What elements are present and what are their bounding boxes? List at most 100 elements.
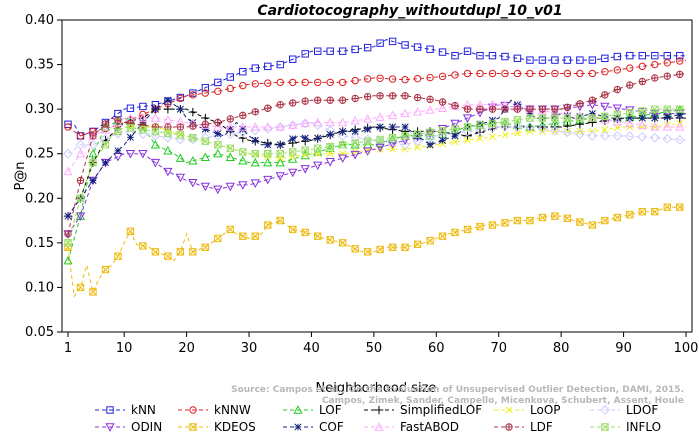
data-point-ldf (588, 96, 597, 104)
data-point-loop (326, 150, 334, 158)
data-point-fastabod (675, 122, 685, 131)
data-point-inflo (526, 114, 534, 122)
data-point-kdeos (413, 240, 422, 249)
data-point-kdeos (363, 248, 372, 256)
data-point-odin (425, 129, 435, 139)
legend-item-odin: ODIN (95, 420, 162, 434)
y-tick-label: 0.25 (25, 147, 54, 162)
data-point-knn (326, 47, 334, 55)
legend-label: kNN (131, 403, 156, 417)
data-point-cof (64, 212, 72, 220)
data-point-odin (75, 212, 86, 221)
data-point-cof (576, 113, 584, 121)
y-tick-label: 0.10 (25, 280, 54, 295)
data-point-fastabod (387, 110, 398, 120)
data-point-loop (451, 138, 459, 146)
data-point-knn (351, 45, 359, 54)
data-point-cof (414, 132, 422, 140)
data-point-kdeos (563, 214, 572, 223)
data-point-odin (250, 179, 260, 188)
data-point-loop (551, 127, 559, 135)
data-point-ldf (551, 105, 559, 113)
data-point-fastabod (537, 106, 548, 115)
data-point-ldf (426, 95, 434, 104)
data-point-knn (413, 43, 422, 51)
legend-item-cof: COF (283, 420, 344, 434)
data-point-fastabod (150, 113, 161, 122)
data-point-inflo (638, 107, 647, 115)
data-point-inflo (601, 112, 609, 120)
data-point-kdeos (538, 213, 547, 222)
data-point-lof (150, 139, 161, 149)
data-point-cof (351, 127, 359, 135)
legend-marker-simplifiedlof (374, 405, 384, 415)
series-inflo (64, 105, 686, 247)
data-point-ldf (326, 96, 334, 104)
data-point-cof (513, 101, 522, 109)
data-point-knnw (326, 78, 334, 87)
data-point-inflo (451, 125, 459, 133)
legend-marker-lof (293, 405, 303, 414)
legend-label: LDOF (626, 403, 658, 417)
data-point-inflo (613, 110, 622, 119)
data-point-knnw (438, 72, 447, 81)
data-point-knnw (613, 66, 622, 74)
y-tick-label: 0.30 (25, 102, 54, 117)
data-point-knn (526, 56, 534, 64)
data-point-inflo (388, 133, 397, 142)
data-point-ldof (587, 130, 598, 141)
data-point-cof (638, 114, 646, 122)
data-point-inflo (226, 144, 235, 153)
data-point-ldf (388, 92, 397, 100)
data-point-loop (476, 135, 484, 143)
data-point-kdeos (576, 218, 584, 226)
series-line-ldf (67, 73, 687, 235)
data-point-inflo (301, 146, 309, 154)
series-fastabod (63, 99, 686, 176)
data-point-ldof (537, 123, 548, 134)
legend-item-inflo: INFLO (590, 420, 661, 434)
data-point-cof (376, 123, 384, 131)
data-point-knn (289, 55, 297, 63)
data-point-odin (650, 109, 660, 119)
data-point-knnw (476, 69, 484, 78)
data-point-kdeos (601, 216, 609, 225)
data-point-knn (588, 56, 597, 64)
data-point-odin (150, 158, 161, 168)
data-point-ldof (88, 139, 98, 150)
plot-area (61, 19, 693, 333)
data-point-odin (450, 119, 460, 129)
data-point-cof (426, 141, 434, 149)
data-point-ldf (226, 115, 235, 123)
data-point-fastabod (213, 122, 223, 131)
data-point-ldof (63, 148, 73, 159)
x-tick-label: 50 (366, 341, 383, 356)
data-point-cof (151, 105, 159, 113)
data-point-odin (362, 147, 373, 156)
data-point-loop (414, 143, 422, 152)
data-point-kdeos (264, 221, 272, 229)
data-point-knn (451, 51, 459, 60)
data-point-fastabod (100, 125, 111, 134)
data-point-knnw (76, 132, 85, 140)
data-point-ldof (612, 130, 623, 141)
chart-title: Cardiotocography_withoutdupl_10_v01 (257, 3, 562, 19)
data-point-ldof (574, 129, 585, 140)
data-point-cof (101, 159, 110, 167)
data-point-knnw (301, 78, 309, 87)
data-point-fastabod (612, 116, 622, 126)
data-point-odin (263, 175, 273, 185)
data-point-knn (476, 51, 484, 60)
data-point-ldf (638, 77, 647, 86)
data-point-inflo (101, 141, 110, 149)
data-point-knnw (64, 123, 72, 131)
data-point-cof (301, 134, 309, 142)
data-point-inflo (488, 119, 497, 128)
data-point-ldof (562, 127, 573, 138)
data-point-inflo (401, 132, 409, 140)
data-point-knnw (538, 69, 547, 78)
data-point-cof (364, 125, 372, 133)
data-point-cof (114, 147, 122, 155)
data-point-cof (651, 114, 659, 122)
data-point-odin (138, 150, 148, 159)
